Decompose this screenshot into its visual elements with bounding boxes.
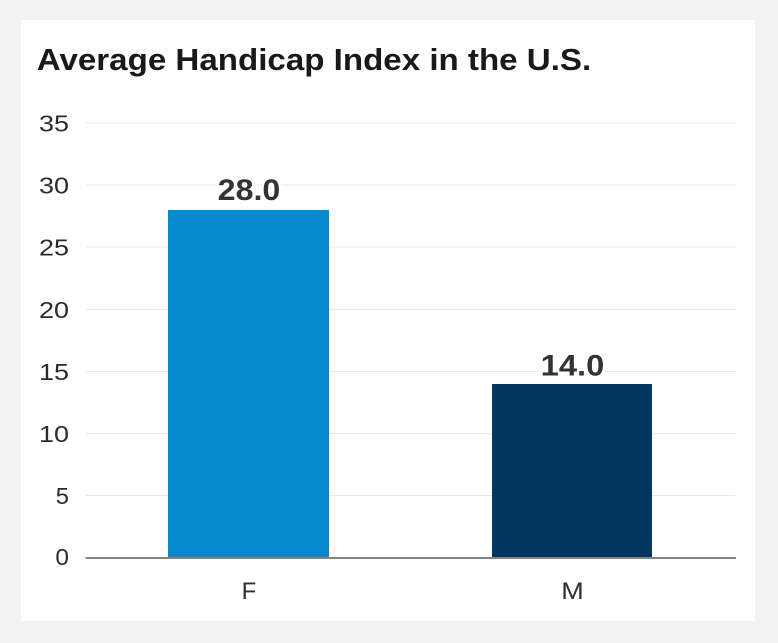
svg-text:28.0: 28.0 [218, 174, 281, 207]
svg-text:5: 5 [56, 483, 69, 509]
svg-text:Average Handicap Index in the: Average Handicap Index in the U.S. [37, 42, 591, 77]
svg-text:14.0: 14.0 [541, 350, 605, 383]
svg-text:35: 35 [39, 111, 69, 137]
svg-text:20: 20 [39, 297, 69, 323]
svg-text:30: 30 [39, 173, 69, 199]
svg-text:10: 10 [39, 421, 69, 447]
svg-text:0: 0 [55, 544, 69, 570]
svg-text:15: 15 [39, 359, 69, 385]
svg-text:M: M [561, 578, 584, 605]
svg-text:25: 25 [39, 235, 69, 261]
svg-text:F: F [242, 578, 257, 605]
